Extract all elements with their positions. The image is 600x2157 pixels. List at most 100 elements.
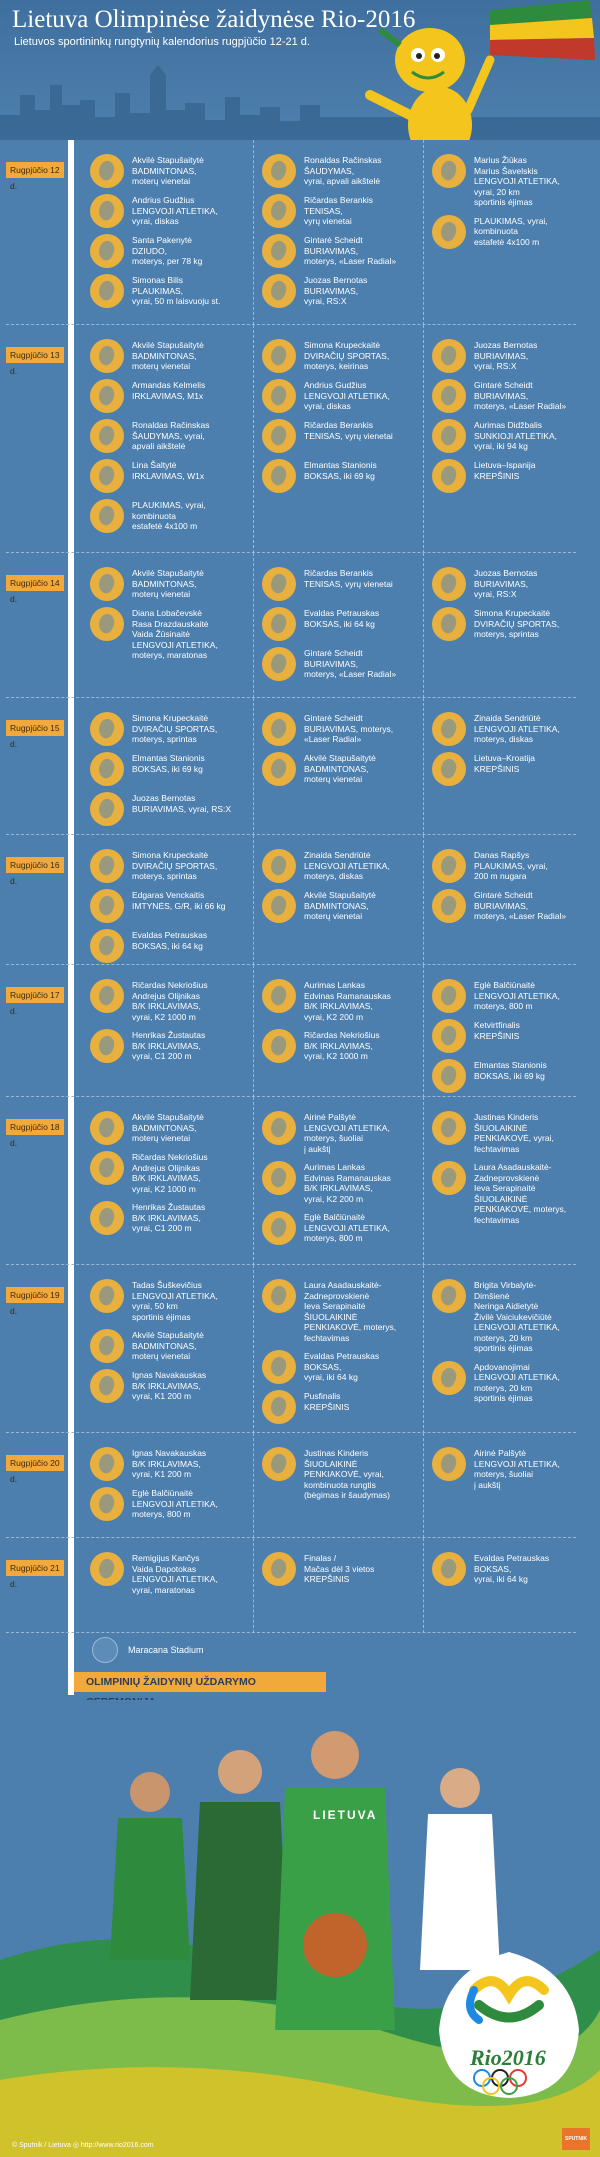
event-item: Simonas Bilis PLAUKIMAS, vyrai, 50 m lai… bbox=[90, 274, 255, 308]
day-block: Rugpjūčio 13 d. Akvilė Stapušaitytė BADMI… bbox=[0, 325, 600, 553]
sport-pictogram-icon bbox=[262, 459, 296, 493]
event-item: Ronaldas Račinskas ŠAUDYMAS, vyrai, apva… bbox=[262, 154, 427, 188]
event-item: Ričardas Berankis TENISAS, vyrų vienetai bbox=[262, 194, 427, 228]
event-text: Andrius Gudžius LENGVOJI ATLETIKA, vyrai… bbox=[132, 195, 218, 226]
event-text: Akvilė Stapušaitytė BADMINTONAS, moterų … bbox=[132, 1330, 204, 1361]
sport-pictogram-icon bbox=[432, 419, 466, 453]
event-item: Gintarė Scheidt BURIAVIMAS, moterys, «La… bbox=[262, 234, 427, 268]
event-item: Armandas Kelmelis IRKLAVIMAS, M1x bbox=[90, 379, 255, 413]
event-item: Eglė Balčiūnaitė LENGVOJI ATLETIKA, mote… bbox=[262, 1211, 427, 1245]
event-text: Remigijus Kančys Vaida Dapotokas LENGVOJ… bbox=[132, 1553, 218, 1595]
sport-pictogram-icon bbox=[90, 1279, 124, 1313]
event-text: Gintarė Scheidt BURIAVIMAS, moterys, «La… bbox=[304, 235, 397, 266]
sport-pictogram-icon bbox=[90, 607, 124, 641]
event-text: Juozas Bernotas BURIAVIMAS, vyrai, RS:X bbox=[304, 275, 368, 306]
event-text: Airinė Palšytė LENGVOJI ATLETIKA, motery… bbox=[304, 1112, 390, 1154]
event-text: Diana Lobačevskė Rasa Drazdauskaitė Vaid… bbox=[132, 608, 218, 660]
sport-pictogram-icon bbox=[262, 1447, 296, 1481]
rio2016-icon bbox=[92, 1637, 118, 1663]
event-text: Eglė Balčiūnaitė LENGVOJI ATLETIKA, mote… bbox=[474, 980, 560, 1011]
column-divider bbox=[423, 835, 424, 965]
event-item: PLAUKIMAS, vyrai, kombinuota estafetė 4x… bbox=[90, 499, 255, 533]
sport-pictogram-icon bbox=[262, 849, 296, 883]
day-separator bbox=[6, 834, 576, 835]
sport-pictogram-icon bbox=[432, 1161, 466, 1195]
sport-pictogram-icon bbox=[432, 1019, 466, 1053]
jersey-text: LIETUVA bbox=[313, 1808, 378, 1822]
day-label: Rugpjūčio 21 d. bbox=[6, 1560, 64, 1589]
event-text: Pusfinalis KREPŠINIS bbox=[304, 1391, 350, 1412]
event-text: Simona Krupeckaitė DVIRAČIŲ SPORTAS, mot… bbox=[132, 713, 218, 744]
event-text: Eglė Balčiūnaitė LENGVOJI ATLETIKA, mote… bbox=[132, 1488, 218, 1519]
event-text: Ričardas Berankis TENISAS, vyrų vienetai bbox=[304, 195, 373, 226]
day-separator bbox=[6, 1264, 576, 1265]
event-text: Akvilė Stapušaitytė BADMINTONAS, moterų … bbox=[132, 340, 204, 371]
column-divider bbox=[253, 553, 254, 698]
column-divider bbox=[253, 1538, 254, 1633]
event-text: Justinas Kinderis ŠIUOLAIKINĖ PENKIAKOVĖ… bbox=[474, 1112, 554, 1154]
event-text: Danas Rapšys PLAUKIMAS, vyrai, 200 m nug… bbox=[474, 850, 548, 881]
event-item: Henrikas Žustautas B/K IRKLAVIMAS, vyrai… bbox=[90, 1029, 255, 1063]
sport-pictogram-icon bbox=[90, 234, 124, 268]
event-item: Simona Krupeckaitė DVIRAČIŲ SPORTAS, mot… bbox=[90, 849, 255, 883]
sport-pictogram-icon bbox=[432, 339, 466, 373]
event-item: Ričardas Berankis TENISAS, vyrų vienetai bbox=[262, 419, 427, 453]
sport-pictogram-icon bbox=[432, 1447, 466, 1481]
sport-pictogram-icon bbox=[262, 339, 296, 373]
event-item: Santa Pakenytė DZIUDO, moterys, per 78 k… bbox=[90, 234, 255, 268]
event-item: Finalas / Mačas dėl 3 vietos KREPŠINIS bbox=[262, 1552, 427, 1586]
event-item: Juozas Bernotas BURIAVIMAS, vyrai, RS:X bbox=[432, 567, 597, 601]
day-block: Rugpjūčio 17 d. Ričardas Nekriošius Andre… bbox=[0, 965, 600, 1097]
event-text: Simona Krupeckaitė DVIRAČIŲ SPORTAS, mot… bbox=[304, 340, 390, 371]
event-item: Akvilė Stapušaitytė BADMINTONAS, moterų … bbox=[90, 339, 255, 373]
sport-pictogram-icon bbox=[90, 274, 124, 308]
event-text: Gintarė Scheidt BURIAVIMAS, moterys, «La… bbox=[304, 713, 394, 744]
sport-pictogram-icon bbox=[90, 1329, 124, 1363]
event-item: Zinaida Sendriūtė LENGVOJI ATLETIKA, mot… bbox=[262, 849, 427, 883]
column-divider bbox=[253, 325, 254, 553]
closing-ceremony-banner: OLIMPINIŲ ŽAIDYNIŲ UŽDARYMO CEREMONIJA bbox=[74, 1672, 326, 1708]
sport-pictogram-icon bbox=[90, 1552, 124, 1586]
day-separator bbox=[6, 964, 576, 965]
event-item: Lietuva–Kroatija KREPŠINIS bbox=[432, 752, 597, 786]
event-item: Akvilė Stapušaitytė BADMINTONAS, moterų … bbox=[90, 567, 255, 601]
event-item: Ronaldas Račinskas ŠAUDYMAS, vyrai, apva… bbox=[90, 419, 255, 453]
event-item: Zinaida Sendriūtė LENGVOJI ATLETIKA, mot… bbox=[432, 712, 597, 746]
athletes-illustration bbox=[0, 1731, 600, 2157]
event-text: Elmantas Stanionis BOKSAS, iki 69 kg bbox=[304, 460, 377, 481]
event-text: Laura Asadauskaitė- Zadneprovskienė Ieva… bbox=[474, 1162, 567, 1225]
sport-pictogram-icon bbox=[262, 194, 296, 228]
event-text: Evaldas Petrauskas BOKSAS, vyrai, iki 64… bbox=[304, 1351, 380, 1382]
event-text: Ignas Navakauskas B/K IRKLAVIMAS, vyrai,… bbox=[132, 1370, 207, 1401]
event-item: Edgaras Venckaitis IMTYNĖS, G/R, iki 66 … bbox=[90, 889, 255, 923]
sport-pictogram-icon bbox=[432, 1111, 466, 1145]
event-item: Gintarė Scheidt BURIAVIMAS, moterys, «La… bbox=[262, 647, 427, 681]
day-separator bbox=[6, 1537, 576, 1538]
sport-pictogram-icon bbox=[90, 419, 124, 453]
day-label: Rugpjūčio 19 d. bbox=[6, 1287, 64, 1316]
sport-pictogram-icon bbox=[262, 752, 296, 786]
event-item: Ričardas Nekriošius Andrejus Olijnikas B… bbox=[90, 979, 255, 1022]
column-divider bbox=[423, 1538, 424, 1633]
event-text: Akvilė Stapušaitytė BADMINTONAS, moterų … bbox=[304, 753, 376, 784]
sport-pictogram-icon bbox=[90, 929, 124, 963]
event-item: Gintarė Scheidt BURIAVIMAS, moterys, «La… bbox=[432, 379, 597, 413]
event-item: Ignas Navakauskas B/K IRKLAVIMAS, vyrai,… bbox=[90, 1369, 255, 1403]
sport-pictogram-icon bbox=[262, 1161, 296, 1195]
event-text: Lina Šaltytė IRKLAVIMAS, W1x bbox=[132, 460, 205, 481]
event-text: Gintarė Scheidt BURIAVIMAS, moterys, «La… bbox=[474, 890, 567, 921]
event-text: Ričardas Nekriošius B/K IRKLAVIMAS, vyra… bbox=[304, 1030, 380, 1061]
sport-pictogram-icon bbox=[432, 1059, 466, 1093]
day-separator bbox=[6, 1632, 576, 1633]
event-text: Ričardas Nekriošius Andrejus Olijnikas B… bbox=[132, 980, 208, 1022]
sport-pictogram-icon bbox=[90, 1151, 124, 1185]
event-item: Ričardas Berankis TENISAS, vyrų vienetai bbox=[262, 567, 427, 601]
event-item: Gintarė Scheidt BURIAVIMAS, moterys, «La… bbox=[432, 889, 597, 923]
day-label: Rugpjūčio 14 d. bbox=[6, 575, 64, 604]
event-text: Finalas / Mačas dėl 3 vietos KREPŠINIS bbox=[304, 1553, 375, 1584]
day-block: Rugpjūčio 15 d. Simona Krupeckaitė DVIRAČ… bbox=[0, 698, 600, 835]
day-block: Rugpjūčio 20 d. Ignas Navakauskas B/K IRK… bbox=[0, 1433, 600, 1538]
event-text: Ketvirtfinalis KREPŠINIS bbox=[474, 1020, 520, 1041]
event-item: Laura Asadauskaitė- Zadneprovskienė Ieva… bbox=[432, 1161, 597, 1225]
event-item: Andrius Gudžius LENGVOJI ATLETIKA, vyrai… bbox=[262, 379, 427, 413]
